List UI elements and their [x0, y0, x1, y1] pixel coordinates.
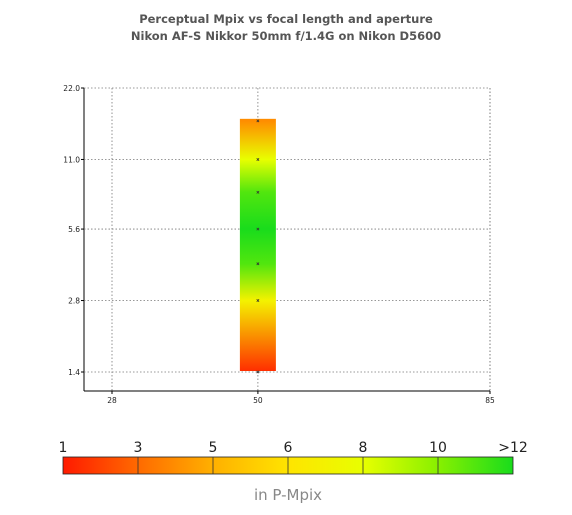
- y-tick-label: 22.0: [63, 84, 80, 93]
- data-point: [256, 227, 260, 231]
- x-tick-label: 85: [485, 396, 495, 405]
- y-tick-label: 1.4: [68, 368, 80, 377]
- data-point: [256, 299, 260, 303]
- colorbar-label: >12: [498, 440, 528, 456]
- colorbar-label: 1: [59, 440, 68, 456]
- data-point: [256, 190, 260, 194]
- x-tick-label: 28: [107, 396, 117, 405]
- data-point: [256, 370, 260, 374]
- x-tick-label: 50: [253, 396, 263, 405]
- y-tick-label: 2.8: [68, 297, 80, 306]
- colorbar-label: 3: [134, 440, 143, 456]
- colorbar-unit: in P-Mpix: [254, 486, 322, 504]
- data-point: [256, 262, 260, 266]
- heat-strip: [239, 118, 276, 371]
- chart-subtitle: Nikon AF-S Nikkor 50mm f/1.4G on Nikon D…: [131, 29, 441, 43]
- y-tick-label: 5.6: [68, 225, 80, 234]
- y-tick-label: 11.0: [63, 155, 80, 164]
- colorbar-label: 5: [209, 440, 218, 456]
- colorbar-label: 10: [429, 440, 447, 456]
- chart-title: Perceptual Mpix vs focal length and aper…: [139, 12, 433, 26]
- colorbar-label: 8: [359, 440, 368, 456]
- data-point: [256, 157, 260, 161]
- data-point: [256, 119, 260, 123]
- colorbar-label: 6: [284, 440, 293, 456]
